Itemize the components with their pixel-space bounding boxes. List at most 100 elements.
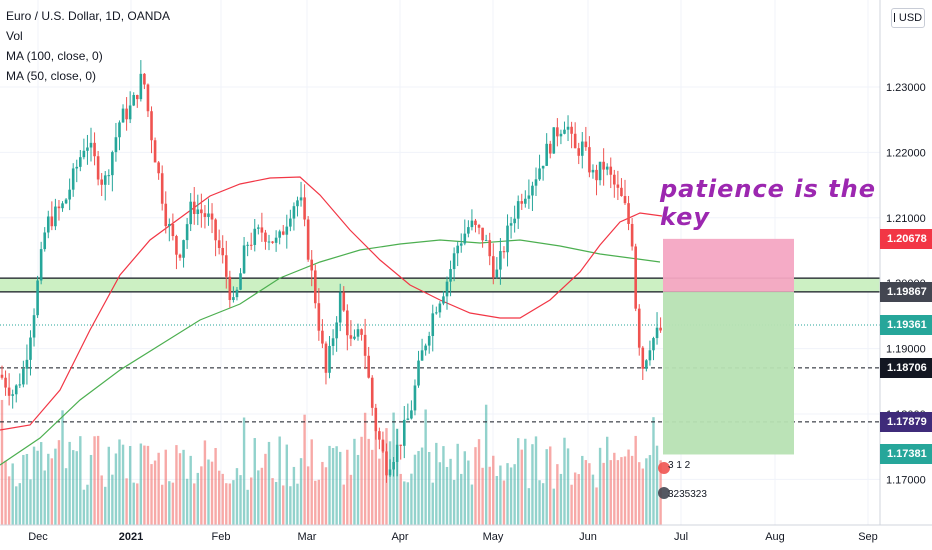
candle-body[interactable] xyxy=(171,223,175,237)
candle-body[interactable] xyxy=(271,241,274,243)
candle-body[interactable] xyxy=(570,126,573,134)
take-profit-zone[interactable] xyxy=(663,291,794,455)
candle-body[interactable] xyxy=(61,203,64,209)
candle-body[interactable] xyxy=(14,385,18,395)
candle-body[interactable] xyxy=(584,141,588,148)
candle-body[interactable] xyxy=(588,147,591,173)
candle-body[interactable] xyxy=(321,330,324,344)
candle-body[interactable] xyxy=(121,108,125,123)
candle-body[interactable] xyxy=(207,213,210,217)
candle-body[interactable] xyxy=(189,201,192,225)
candle-body[interactable] xyxy=(524,198,527,204)
candle-body[interactable] xyxy=(228,276,232,301)
candle-body[interactable] xyxy=(516,201,520,219)
candle-body[interactable] xyxy=(107,175,111,177)
candle-body[interactable] xyxy=(659,327,662,331)
candle-body[interactable] xyxy=(168,223,171,227)
candle-body[interactable] xyxy=(431,313,435,336)
candle-body[interactable] xyxy=(232,297,235,301)
candle-body[interactable] xyxy=(420,350,424,361)
candle-body[interactable] xyxy=(605,166,609,170)
candle-body[interactable] xyxy=(538,168,541,180)
candle-body[interactable] xyxy=(548,143,552,154)
support-zone[interactable] xyxy=(0,278,880,292)
candle-body[interactable] xyxy=(278,231,281,238)
candle-body[interactable] xyxy=(513,218,516,224)
candle-body[interactable] xyxy=(595,169,598,181)
candle-body[interactable] xyxy=(36,280,39,316)
candle-body[interactable] xyxy=(246,244,249,246)
candle-body[interactable] xyxy=(235,289,239,298)
candle-body[interactable] xyxy=(64,199,68,204)
candle-body[interactable] xyxy=(506,225,509,253)
candle-body[interactable] xyxy=(520,201,524,204)
candle-body[interactable] xyxy=(499,251,502,270)
candle-body[interactable] xyxy=(260,227,264,233)
candle-body[interactable] xyxy=(57,206,61,209)
candle-body[interactable] xyxy=(221,248,225,256)
candle-body[interactable] xyxy=(164,203,168,227)
candle-body[interactable] xyxy=(399,444,403,446)
candle-body[interactable] xyxy=(427,335,431,346)
candle-body[interactable] xyxy=(46,216,50,233)
candle-body[interactable] xyxy=(242,245,246,274)
candle-body[interactable] xyxy=(392,461,395,470)
symbol-title[interactable]: Euro / U.S. Dollar, 1D, OANDA xyxy=(6,9,171,23)
candle-body[interactable] xyxy=(349,335,353,339)
candle-body[interactable] xyxy=(463,233,467,244)
candle-body[interactable] xyxy=(556,127,559,137)
candle-body[interactable] xyxy=(210,213,214,220)
candle-body[interactable] xyxy=(50,216,54,227)
candle-body[interactable] xyxy=(185,224,189,241)
candle-body[interactable] xyxy=(356,329,360,337)
candle-body[interactable] xyxy=(484,240,488,242)
candle-body[interactable] xyxy=(299,197,303,201)
candle-body[interactable] xyxy=(132,95,136,106)
candle-body[interactable] xyxy=(264,232,267,242)
candle-body[interactable] xyxy=(249,244,253,246)
candle-body[interactable] xyxy=(402,419,406,446)
candle-body[interactable] xyxy=(413,385,417,411)
candle-body[interactable] xyxy=(253,228,257,245)
candle-body[interactable] xyxy=(566,126,570,130)
candle-body[interactable] xyxy=(160,173,164,204)
candle-body[interactable] xyxy=(623,196,627,204)
candle-body[interactable] xyxy=(509,223,513,226)
candle-body[interactable] xyxy=(602,161,605,170)
candle-body[interactable] xyxy=(338,292,342,323)
candle-body[interactable] xyxy=(652,338,655,351)
candle-body[interactable] xyxy=(192,201,196,215)
candle-body[interactable] xyxy=(445,281,449,297)
candle-body[interactable] xyxy=(346,310,349,336)
candle-body[interactable] xyxy=(25,359,29,369)
candle-body[interactable] xyxy=(18,384,22,386)
candle-body[interactable] xyxy=(331,338,335,346)
candle-body[interactable] xyxy=(627,203,630,224)
candle-body[interactable] xyxy=(424,345,427,351)
candle-body[interactable] xyxy=(43,232,47,250)
candle-body[interactable] xyxy=(406,418,410,420)
candle-body[interactable] xyxy=(79,157,82,167)
candle-body[interactable] xyxy=(353,336,356,339)
candle-body[interactable] xyxy=(417,360,420,386)
candle-body[interactable] xyxy=(563,129,566,134)
candle-body[interactable] xyxy=(200,209,203,214)
candle-body[interactable] xyxy=(281,231,285,235)
candle-body[interactable] xyxy=(306,219,310,260)
candle-body[interactable] xyxy=(54,206,57,227)
candle-body[interactable] xyxy=(22,368,25,385)
candle-body[interactable] xyxy=(438,303,442,313)
candle-body[interactable] xyxy=(552,127,556,154)
ma100-line[interactable] xyxy=(0,239,661,466)
candle-body[interactable] xyxy=(370,377,374,408)
candle-body[interactable] xyxy=(495,269,499,278)
candle-body[interactable] xyxy=(303,197,306,220)
candle-body[interactable] xyxy=(488,240,492,257)
candle-body[interactable] xyxy=(363,334,367,356)
candle-body[interactable] xyxy=(613,174,616,185)
candle-body[interactable] xyxy=(470,220,474,228)
candle-body[interactable] xyxy=(289,218,292,227)
candle-body[interactable] xyxy=(545,143,548,166)
candle-body[interactable] xyxy=(146,84,150,112)
candle-body[interactable] xyxy=(7,387,11,396)
